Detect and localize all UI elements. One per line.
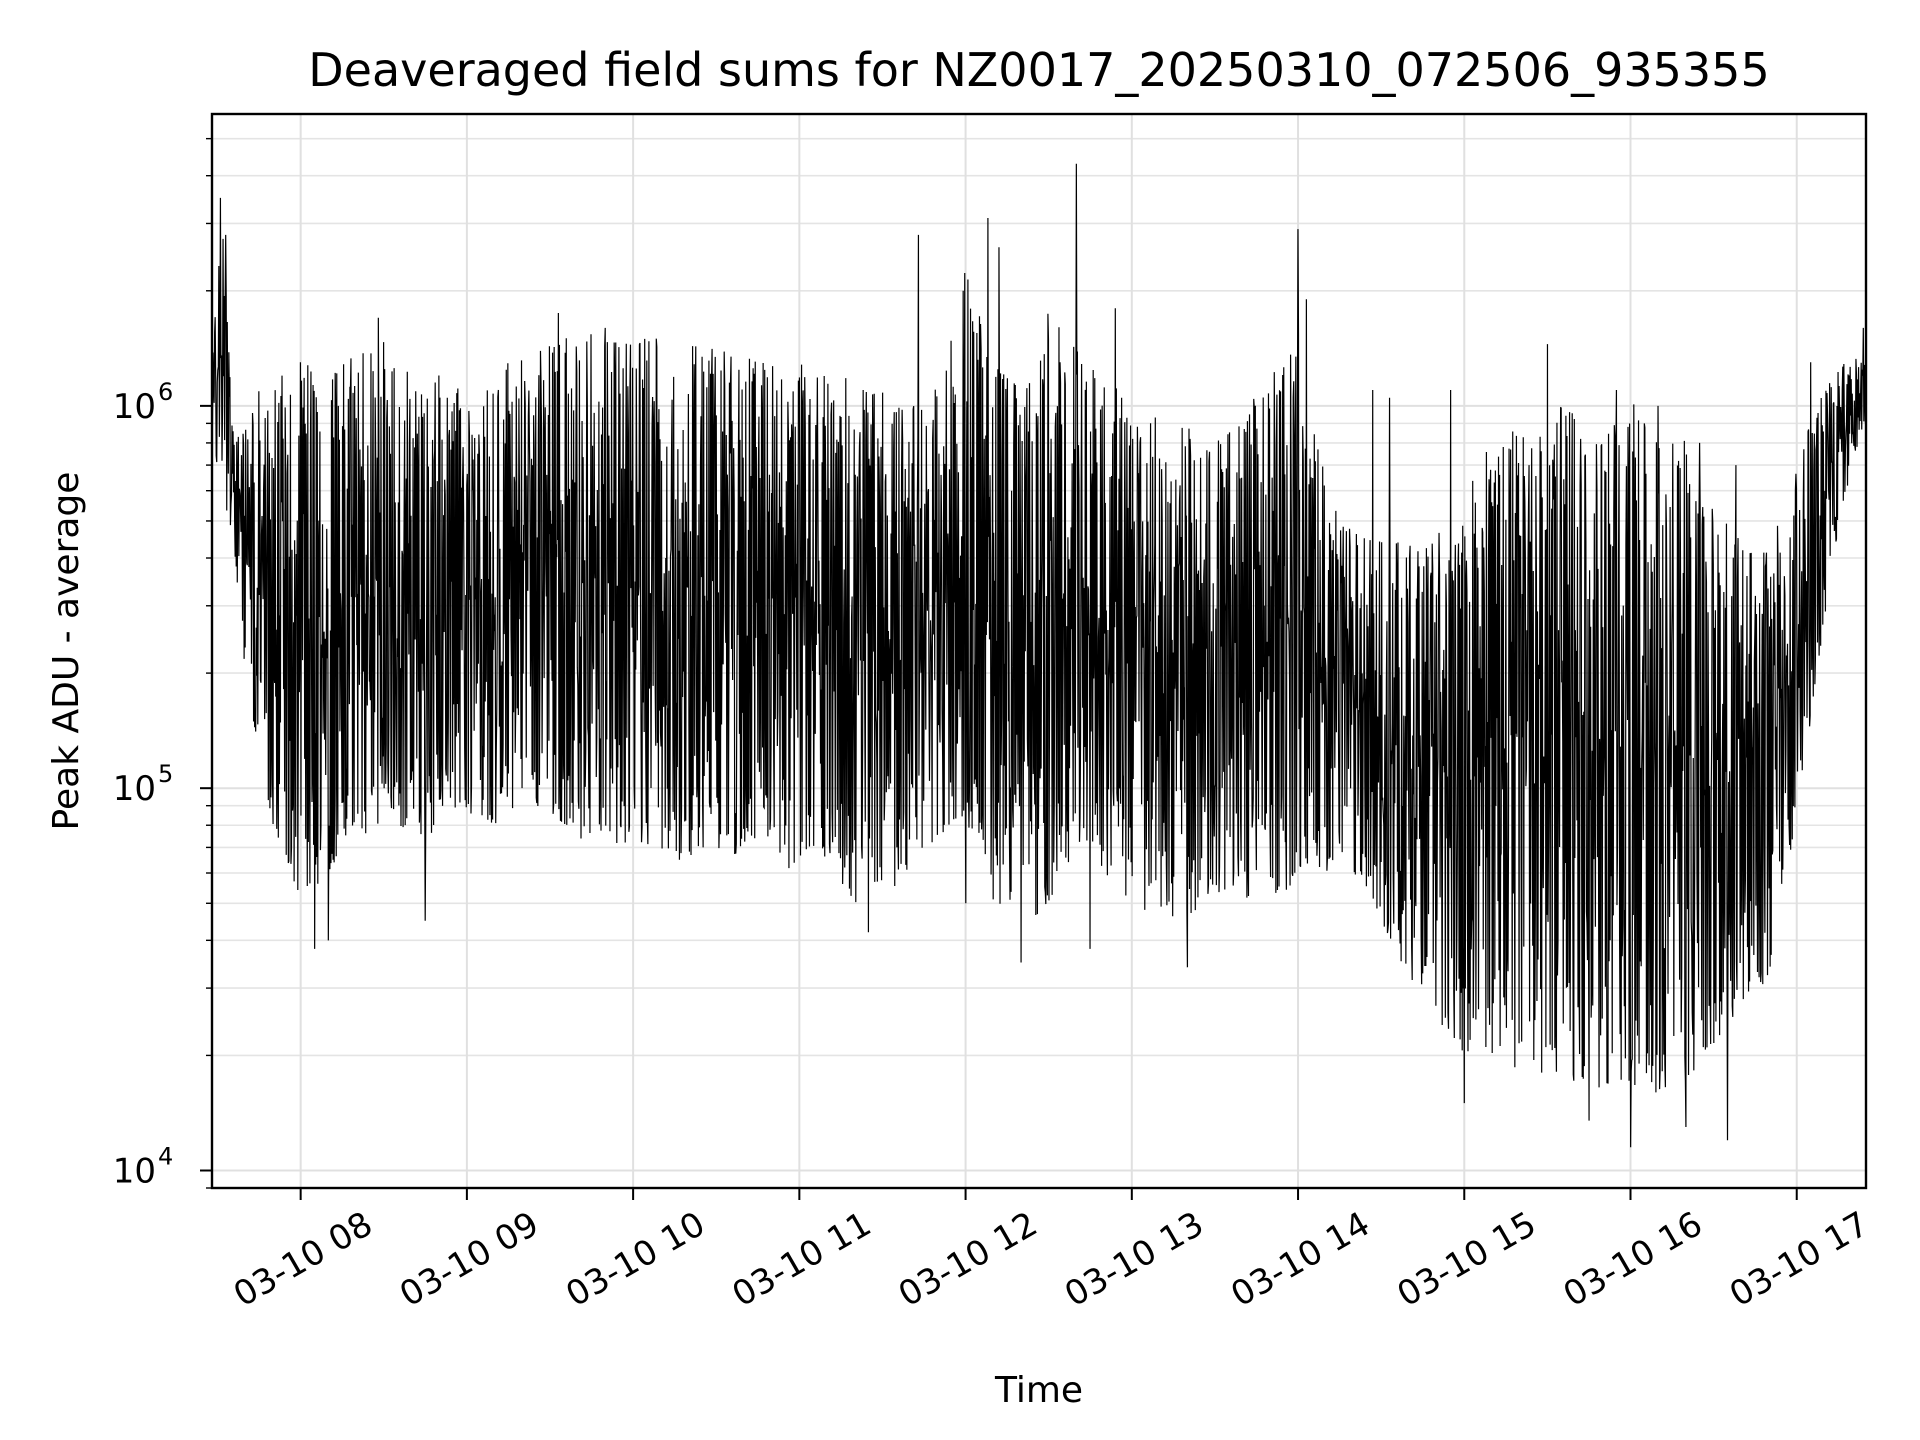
y-axis-label: Peak ADU - average bbox=[46, 472, 87, 831]
y-tick-exponent: 6 bbox=[158, 378, 173, 406]
plot-frame bbox=[210, 112, 1868, 1190]
y-tick-base: 10 bbox=[113, 769, 156, 809]
y-tick-base: 10 bbox=[113, 387, 156, 427]
y-tick-base: 10 bbox=[113, 1152, 156, 1192]
y-tick-label: 10 5 bbox=[113, 760, 174, 809]
x-axis-label: Time bbox=[994, 1370, 1083, 1411]
y-tick-exponent: 4 bbox=[158, 1143, 173, 1171]
y-tick-label: 10 4 bbox=[113, 1143, 174, 1192]
y-tick-exponent: 5 bbox=[158, 760, 173, 788]
series-line-group bbox=[212, 163, 1866, 1148]
series-line bbox=[212, 163, 1866, 1148]
y-tick-label: 10 6 bbox=[113, 378, 174, 427]
chart-title: Deaveraged field sums for NZ0017_2025031… bbox=[308, 43, 1769, 97]
